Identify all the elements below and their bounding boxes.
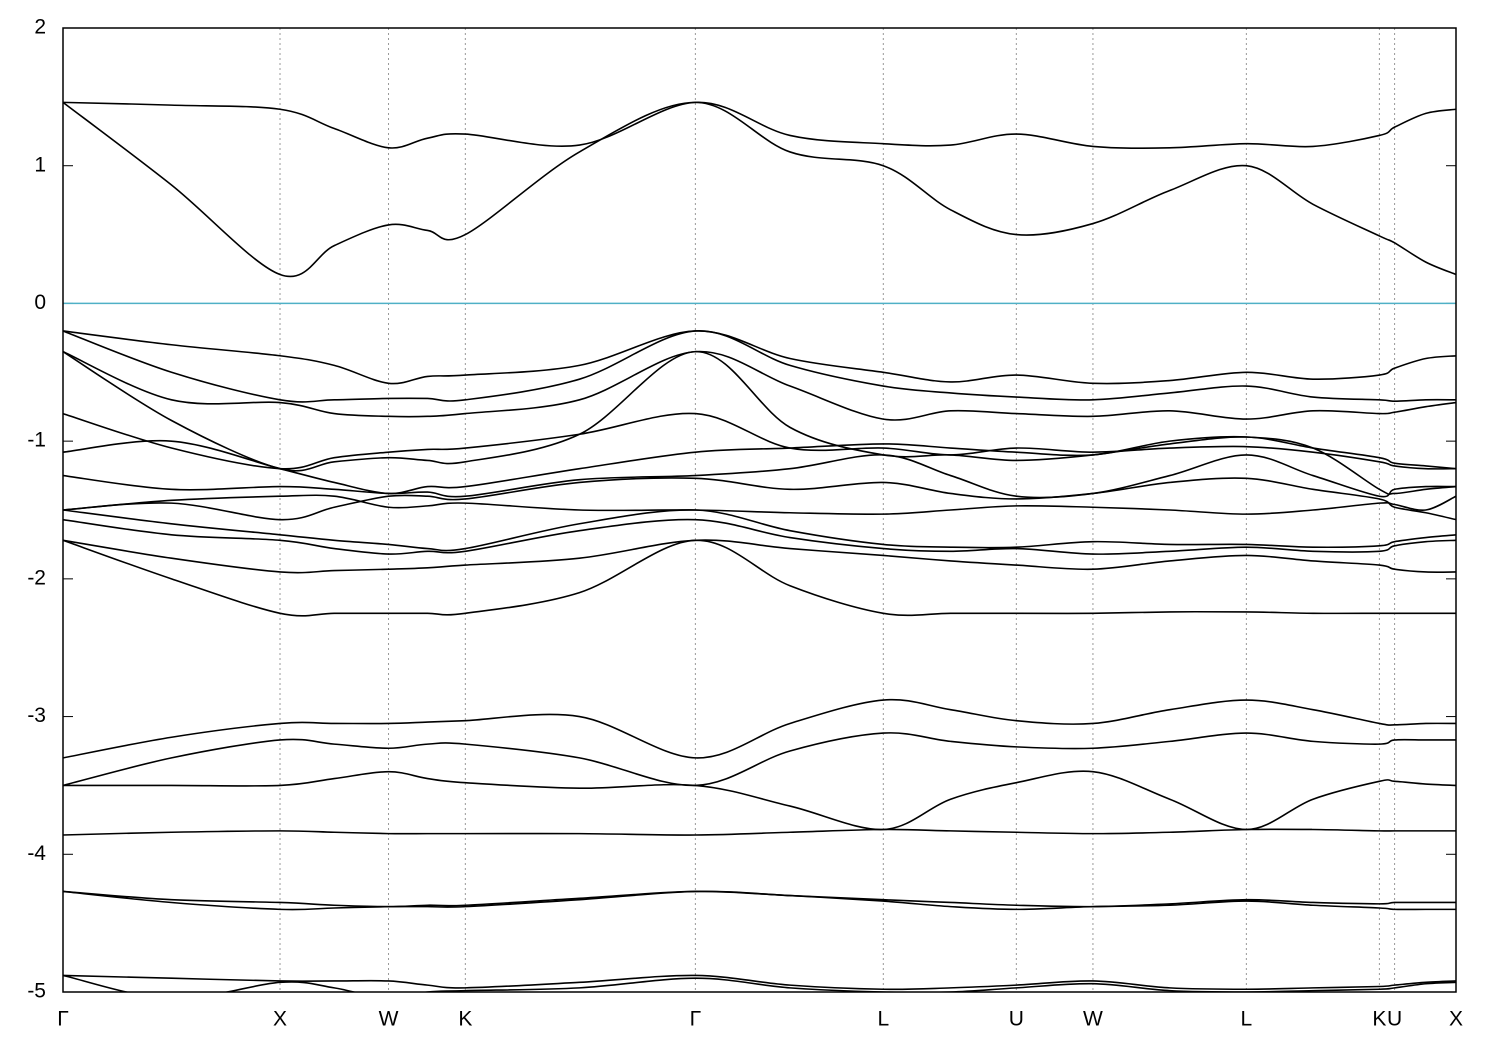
band-line [63,412,1456,470]
band-line [63,770,1456,831]
band-line [63,330,1456,385]
y-tick-label: -5 [27,980,46,1003]
x-tick-label: L [877,1008,889,1031]
band-line [63,890,1456,911]
x-tick-label: U [1387,1008,1402,1031]
band-line [63,539,1456,617]
y-tick-label: 2 [34,16,46,39]
grid [62,27,1457,993]
bands [63,101,1456,992]
x-tick-label: Γ [57,1008,69,1031]
band-line [63,539,1456,574]
band-line [63,974,1456,992]
x-tick-label: U [1009,1008,1024,1031]
band-line [63,732,1456,787]
band-line [63,494,1456,516]
band-line [63,477,1456,521]
y-tick-label: 0 [34,291,46,314]
x-tick-label: K [1372,1008,1386,1031]
y-tick-label: 1 [34,153,46,176]
band-line [63,890,1456,908]
y-tick-label: -3 [27,704,46,727]
band-line [63,101,1456,149]
band-line [63,454,1456,499]
band-line [63,828,1456,836]
band-line [63,974,1456,991]
band-line [63,330,1456,403]
x-tick-label: L [1241,1008,1253,1031]
x-tick-label: W [379,1008,399,1031]
band-line [63,350,1456,472]
x-tick-label: X [1449,1008,1463,1031]
band-line [63,101,1456,278]
band-line [63,518,1456,555]
x-tick-label: K [458,1008,472,1031]
band-line [63,509,1456,552]
x-tick-label: X [273,1008,287,1031]
band-line [63,350,1456,421]
x-tick-label: W [1083,1008,1103,1031]
plot-frame [62,27,1457,993]
y-tick-label: -4 [27,842,46,865]
y-tick-label: -1 [27,429,46,452]
band-line [63,698,1456,759]
y-tick-label: -2 [27,566,46,589]
x-tick-label: Γ [690,1008,702,1031]
band-line [63,435,1456,496]
